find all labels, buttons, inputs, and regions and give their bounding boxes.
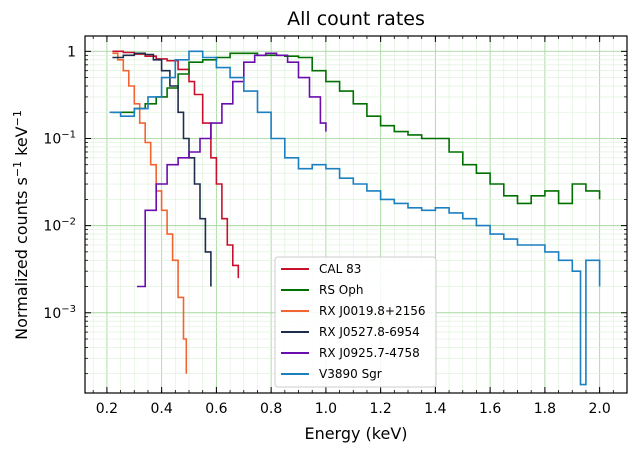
plot-frame (84, 35, 628, 394)
y-tick-label: 10−1 (43, 129, 76, 147)
legend-label: RS Oph (319, 283, 363, 297)
series-lines (109, 50, 601, 386)
legend: CAL 83 RS Oph RX J0019.8+2156 RX J0527.8-69… (274, 256, 437, 388)
x-tick-label: 0.8 (260, 401, 282, 417)
x-tick-label: 0.2 (96, 401, 118, 417)
legend-label: RX J0925.7-4758 (319, 346, 420, 360)
y-tick-label: 1 (67, 44, 76, 60)
x-tick-label: 0.4 (151, 401, 173, 417)
legend-box (274, 256, 437, 388)
x-tick-label: 2.0 (588, 401, 610, 417)
series-line (112, 52, 188, 374)
legend-label: V3890 Sgr (319, 367, 382, 381)
axis-ticks: 0.2 0.4 0.6 0.8 1.0 1.2 1.4 1.6 1.8 2.0 1 10−1 10−2 1… (43, 36, 627, 417)
series-line (109, 50, 601, 386)
legend-label: RX J0527.8-6954 (319, 325, 420, 339)
x-tick-label: 0.6 (205, 401, 227, 417)
y-axis-label: Normalized counts s−1 keV−1 (11, 110, 31, 340)
x-tick-label: 1.6 (479, 401, 501, 417)
chart-title: All count rates (287, 8, 425, 30)
x-axis-label: Energy (keV) (304, 424, 407, 443)
y-tick-label: 10−3 (43, 304, 76, 322)
legend-label: RX J0019.8+2156 (319, 304, 426, 318)
x-tick-label: 1.8 (534, 401, 556, 417)
x-tick-label: 1.0 (315, 401, 337, 417)
x-tick-label: 1.2 (370, 401, 392, 417)
legend-label: CAL 83 (319, 262, 361, 276)
y-tick-label: 10−2 (43, 217, 76, 235)
series-line (137, 52, 327, 288)
x-tick-label: 1.4 (424, 401, 446, 417)
series-line (112, 52, 601, 205)
series-line (112, 52, 212, 287)
